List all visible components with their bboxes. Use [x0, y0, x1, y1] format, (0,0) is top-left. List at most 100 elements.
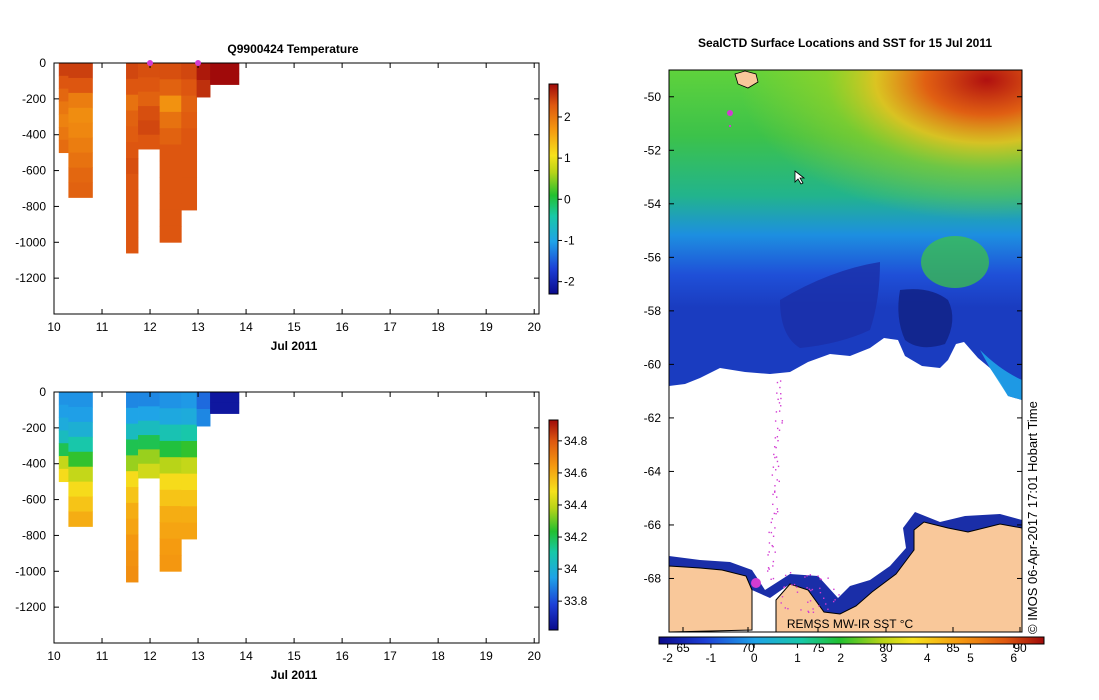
profile-cell: [58, 63, 69, 77]
profile-cell: [181, 95, 198, 113]
profile-cell: [126, 407, 139, 425]
y-tick-label: -600: [22, 164, 46, 178]
track-point: [774, 551, 776, 553]
profile-cell: [181, 177, 198, 195]
lat-tick-label: -56: [644, 250, 662, 264]
track-point: [825, 603, 827, 605]
profile-cell: [159, 79, 182, 96]
track-point: [774, 485, 776, 487]
profile-cell: [181, 79, 198, 97]
profile-cell: [58, 392, 69, 406]
track-point: [818, 605, 820, 607]
profile-cell: [159, 473, 182, 491]
x-tick-label: 16: [335, 649, 349, 663]
profile-cell: [58, 139, 69, 154]
profile-cell: [159, 457, 182, 474]
track-point: [780, 397, 782, 400]
map-colorbar-label: REMSS MW-IR SST °C: [787, 617, 914, 631]
track-point: [776, 479, 778, 481]
surface-marker: [147, 60, 154, 66]
track-point: [810, 589, 812, 592]
track-point: [771, 518, 774, 520]
track-point: [800, 609, 802, 611]
track-point: [772, 466, 775, 468]
x-tick-label: 19: [479, 649, 493, 663]
x-tick-label: 17: [383, 649, 397, 663]
profile-cell: [196, 63, 211, 81]
map-colorbar-tick-label: 1: [794, 651, 801, 665]
temperature-x-axis: 10 11 12 13 14 15 16 17 18 19 20: [47, 63, 541, 334]
track-point: [768, 551, 770, 553]
profile-cell: [126, 126, 139, 143]
profile-cell: [126, 237, 139, 254]
lat-tick-label: -68: [644, 571, 662, 585]
profile-cell: [159, 144, 182, 162]
profile-cell: [159, 522, 182, 540]
profile-cell: [68, 451, 93, 468]
cursor-arrow-icon: [794, 170, 806, 185]
track-start-marker: [727, 110, 733, 116]
temperature-title: Q9900424 Temperature: [227, 42, 359, 56]
profile-cell: [126, 205, 139, 222]
profile-cell: [68, 92, 93, 109]
x-tick-label: 11: [96, 320, 109, 334]
profile-cell: [68, 167, 93, 183]
track-point: [778, 402, 781, 404]
salinity-axes-frame: [53, 391, 540, 644]
profile-cell: [138, 91, 161, 107]
lat-tick-label: -50: [644, 90, 662, 104]
track-point: [729, 125, 731, 127]
track-point: [807, 610, 809, 613]
profile-cell: [68, 466, 93, 483]
track-point: [772, 577, 775, 580]
profile-cell: [138, 449, 161, 465]
track-point: [806, 575, 808, 577]
profile-cell: [58, 114, 69, 128]
map-colorbar-tick-label: 3: [881, 651, 888, 665]
profile-cell: [126, 392, 139, 409]
profile-cell: [126, 566, 139, 583]
track-point: [807, 601, 809, 603]
sst-warm-region: [669, 70, 1022, 270]
track-point: [777, 465, 780, 468]
track-point: [776, 510, 779, 513]
map-colorbar-tick-label: -2: [662, 651, 673, 665]
track-point: [796, 586, 798, 588]
temperature-panel: Q9900424 Temperature 0 -200 -400 -600 -800 -1…: [15, 42, 575, 353]
profile-cell: [181, 424, 198, 442]
profile-cell: [159, 554, 182, 572]
profile-cell: [68, 392, 93, 408]
y-tick-label: 0: [39, 385, 46, 399]
track-point: [773, 453, 775, 456]
y-tick-label: -400: [22, 457, 46, 471]
profile-cell: [126, 94, 139, 111]
track-point: [776, 392, 778, 394]
profile-cell: [181, 506, 198, 524]
track-point: [819, 587, 821, 590]
profile-cell: [159, 193, 182, 211]
x-tick-label: 13: [191, 649, 205, 663]
track-point: [778, 410, 781, 412]
lat-tick-label: -54: [644, 197, 662, 211]
profile-cell: [181, 161, 198, 178]
colorbar-tick-label: 34.8: [564, 434, 588, 448]
x-tick-label: 10: [47, 320, 61, 334]
profile-cell: [196, 392, 211, 410]
temperature-colorbar: [548, 83, 559, 295]
profile-cell: [126, 78, 139, 96]
track-point: [775, 513, 777, 515]
x-tick-label: 20: [528, 320, 542, 334]
lat-tick-label: -64: [644, 464, 662, 478]
profile-cell: [126, 63, 139, 80]
track-point: [774, 490, 776, 492]
profile-cell: [181, 441, 198, 458]
profile-cell: [210, 392, 240, 404]
profile-cell: [126, 487, 139, 504]
map-field: [669, 70, 1022, 632]
map-colorbar-tick-label: 5: [967, 651, 974, 665]
y-tick-label: -400: [22, 128, 46, 142]
track-point: [809, 574, 812, 576]
track-point: [784, 574, 787, 577]
lat-tick-label: -60: [644, 357, 662, 371]
